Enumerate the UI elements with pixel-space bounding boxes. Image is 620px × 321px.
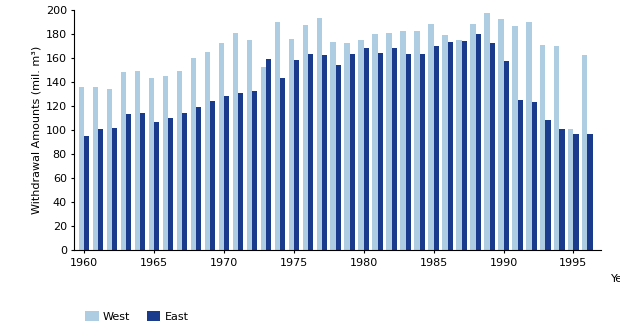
Bar xyxy=(471,24,476,250)
Bar xyxy=(546,120,551,250)
Bar xyxy=(288,39,294,250)
Bar xyxy=(358,40,364,250)
Bar xyxy=(330,42,336,250)
Bar xyxy=(121,72,126,250)
Bar xyxy=(317,18,322,250)
Bar xyxy=(373,34,378,250)
Bar xyxy=(135,71,140,250)
Bar xyxy=(294,60,299,250)
Bar xyxy=(252,91,257,250)
Bar xyxy=(364,48,369,250)
Bar xyxy=(540,45,546,250)
Bar xyxy=(247,40,252,250)
Bar xyxy=(559,129,565,250)
Bar xyxy=(587,134,593,250)
Bar xyxy=(392,48,397,250)
Bar xyxy=(401,31,405,250)
Bar xyxy=(275,22,280,250)
Bar xyxy=(154,122,159,250)
Bar xyxy=(191,58,196,250)
Bar xyxy=(414,31,420,250)
Bar xyxy=(503,61,509,250)
Bar xyxy=(322,55,327,250)
Bar xyxy=(490,43,495,250)
Bar xyxy=(205,52,210,250)
Bar xyxy=(462,41,467,250)
Bar xyxy=(433,46,439,250)
Bar xyxy=(149,78,154,250)
X-axis label: Year: Year xyxy=(611,274,620,284)
Bar xyxy=(531,102,537,250)
Bar xyxy=(336,65,341,250)
Bar xyxy=(210,101,215,250)
Bar xyxy=(140,113,146,250)
Bar xyxy=(582,55,587,250)
Bar xyxy=(280,78,285,250)
Bar xyxy=(182,113,187,250)
Bar xyxy=(568,129,574,250)
Bar xyxy=(512,27,518,250)
Bar xyxy=(126,114,131,250)
Bar xyxy=(448,42,453,250)
Bar xyxy=(498,19,503,250)
Bar xyxy=(405,54,411,250)
Bar xyxy=(177,71,182,250)
Bar xyxy=(112,127,117,250)
Bar xyxy=(196,107,202,250)
Bar xyxy=(84,136,89,250)
Bar xyxy=(238,93,243,250)
Bar xyxy=(98,129,104,250)
Bar xyxy=(219,43,224,250)
Bar xyxy=(224,96,229,250)
Bar xyxy=(266,59,271,250)
Bar xyxy=(93,87,98,250)
Bar xyxy=(526,22,531,250)
Bar xyxy=(574,134,578,250)
Y-axis label: Withdrawal Amounts (mil. m³): Withdrawal Amounts (mil. m³) xyxy=(32,46,42,214)
Bar xyxy=(260,67,266,250)
Bar xyxy=(442,35,448,250)
Bar xyxy=(303,25,308,250)
Bar xyxy=(308,54,313,250)
Bar xyxy=(554,46,559,250)
Bar xyxy=(168,118,174,250)
Bar xyxy=(386,32,392,250)
Bar xyxy=(350,54,355,250)
Bar xyxy=(107,89,112,250)
Bar xyxy=(428,24,433,250)
Bar xyxy=(476,34,481,250)
Bar xyxy=(456,40,462,250)
Bar xyxy=(232,32,238,250)
Bar xyxy=(518,100,523,250)
Bar xyxy=(79,87,84,250)
Bar xyxy=(484,13,490,250)
Bar xyxy=(345,43,350,250)
Bar xyxy=(420,54,425,250)
Legend: West, East: West, East xyxy=(85,311,189,321)
Bar xyxy=(378,53,383,250)
Bar xyxy=(162,76,168,250)
